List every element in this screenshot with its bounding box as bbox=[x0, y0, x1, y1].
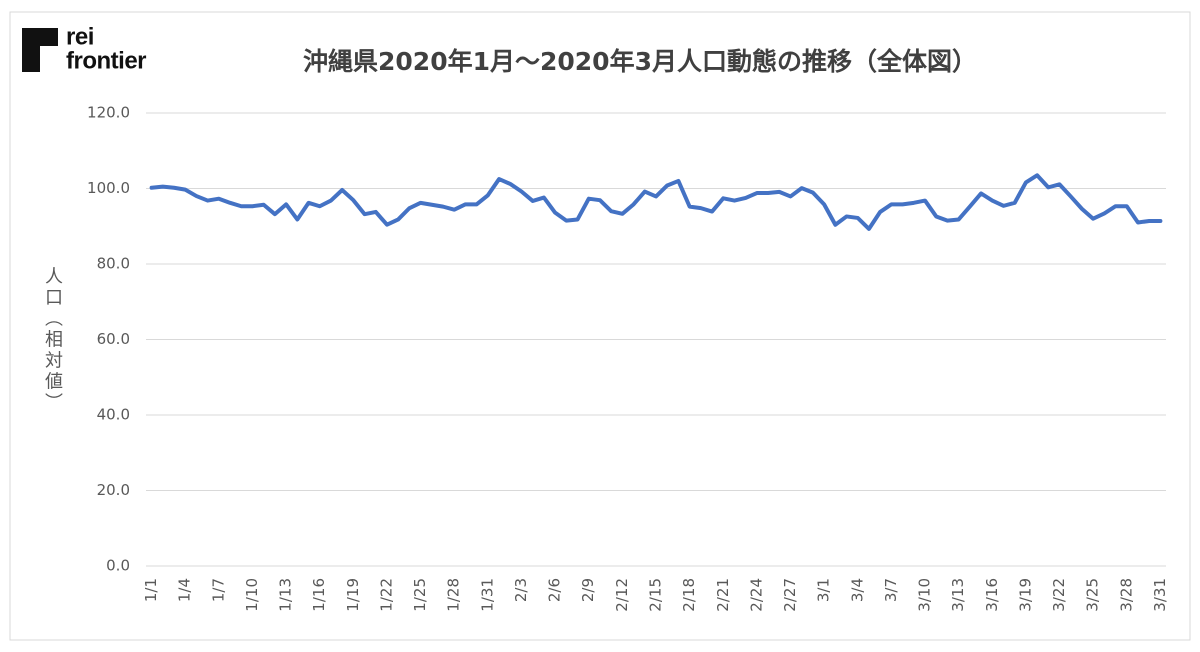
x-tick-label: 3/25 bbox=[1084, 578, 1102, 612]
data-line bbox=[149, 173, 1163, 231]
x-tick-label: 3/1 bbox=[815, 578, 833, 602]
x-tick-label: 1/16 bbox=[310, 578, 328, 612]
x-tick-label: 2/6 bbox=[546, 578, 564, 602]
x-tick-label: 1/28 bbox=[445, 578, 463, 612]
y-tick-label: 60.0 bbox=[97, 330, 130, 348]
x-tick-label: 1/1 bbox=[142, 578, 160, 602]
x-tick-label: 1/25 bbox=[411, 578, 429, 612]
frame bbox=[9, 11, 1191, 641]
x-tick-label: 2/18 bbox=[680, 578, 698, 612]
x-tick-label: 2/27 bbox=[781, 578, 799, 612]
x-tick-label: 1/13 bbox=[277, 578, 295, 612]
logo-text: frontier bbox=[66, 47, 146, 74]
y-tick-label: 120.0 bbox=[87, 104, 130, 122]
x-tick-label: 3/31 bbox=[1151, 578, 1169, 612]
x-tick-label: 3/28 bbox=[1117, 578, 1135, 612]
x-tick-label: 3/19 bbox=[1016, 578, 1034, 612]
x-tick-label: 3/13 bbox=[949, 578, 967, 612]
y-tick-label: 40.0 bbox=[97, 406, 130, 424]
x-tick-label: 1/7 bbox=[209, 578, 227, 602]
x-tick-label: 1/22 bbox=[377, 578, 395, 612]
y-tick-label: 20.0 bbox=[97, 481, 130, 499]
x-tick-label: 2/9 bbox=[579, 578, 597, 602]
x-tick-label: 2/3 bbox=[512, 578, 530, 602]
x-tick-label: 1/4 bbox=[176, 578, 194, 602]
y-axis-label: 人口（相対値） bbox=[42, 266, 63, 413]
logo-text: rei bbox=[66, 23, 94, 50]
x-tick-label: 2/15 bbox=[647, 578, 665, 612]
x-tick-label: 3/10 bbox=[916, 578, 934, 612]
x-tick-label: 1/31 bbox=[478, 578, 496, 612]
x-tick-label: 2/24 bbox=[747, 578, 765, 612]
x-tick-label: 3/4 bbox=[848, 578, 866, 602]
y-tick-label: 0.0 bbox=[106, 557, 130, 575]
y-tick-label: 80.0 bbox=[97, 255, 130, 273]
y-tick-label: 100.0 bbox=[87, 179, 130, 197]
x-tick-label: 3/16 bbox=[983, 578, 1001, 612]
x-tick-label: 1/10 bbox=[243, 578, 261, 612]
x-tick-label: 2/21 bbox=[714, 578, 732, 612]
x-tick-label: 1/19 bbox=[344, 578, 362, 612]
logo-mark bbox=[22, 28, 58, 72]
x-tick-label: 2/12 bbox=[613, 578, 631, 612]
chart-title: 沖縄県2020年1月～2020年3月人口動態の推移（全体図） bbox=[303, 47, 977, 76]
x-tick-label: 3/7 bbox=[882, 578, 900, 602]
x-tick-label: 3/22 bbox=[1050, 578, 1068, 612]
